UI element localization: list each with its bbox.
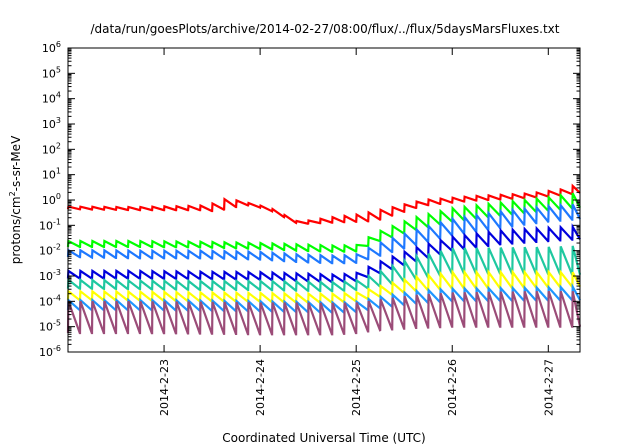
y-tick-label: 10-4 — [39, 293, 61, 308]
y-tick-label: 10-6 — [39, 344, 61, 359]
y-tick-label: 102 — [42, 141, 61, 156]
series-line-1 — [66, 183, 581, 225]
series-line-5 — [66, 245, 582, 293]
x-tick-label: 2014-2-27 — [542, 359, 555, 416]
chart-title: /data/run/goesPlots/archive/2014-02-27/0… — [91, 22, 560, 36]
x-axis: 2014-2-23 2014-2-24 2014-2-25 2014-2-26 2014… — [158, 48, 555, 416]
x-tick-label: 2014-2-25 — [350, 359, 363, 416]
y-tick-label: 10-1 — [39, 217, 61, 232]
series-line-4 — [66, 223, 581, 284]
y-axis-label-base: protons/cm — [9, 196, 23, 264]
x-tick-label: 2014-2-23 — [158, 359, 171, 416]
y-tick-label: 100 — [42, 192, 61, 207]
y-axis-label: protons/cm2-s-sr-MeV — [8, 135, 23, 264]
y-tick-label: 103 — [42, 116, 61, 131]
series-line-8 — [66, 290, 582, 336]
y-axis-label-rest: -s-sr-MeV — [9, 135, 23, 191]
x-tick-label: 2014-2-24 — [254, 359, 267, 416]
y-tick-label: 104 — [42, 91, 61, 106]
y-axis: 10-6 10-5 10-4 10-3 10-2 10-1 100 101 102 103 104 1… — [39, 40, 580, 359]
series-line-6 — [66, 268, 581, 305]
y-tick-label: 105 — [42, 65, 61, 80]
series-line-2 — [66, 192, 581, 253]
series-line-3 — [66, 202, 581, 265]
x-axis-label: Coordinated Universal Time (UTC) — [222, 431, 425, 445]
x-tick-label: 2014-2-26 — [446, 359, 459, 416]
y-axis-label-sup: 2 — [8, 191, 17, 196]
y-tick-label: 101 — [42, 167, 61, 182]
y-tick-label: 10-5 — [39, 319, 61, 334]
y-tick-label: 10-2 — [39, 243, 61, 258]
y-tick-label: 10-3 — [39, 268, 61, 283]
y-tick-label: 106 — [42, 40, 61, 55]
series-layer — [66, 183, 582, 336]
